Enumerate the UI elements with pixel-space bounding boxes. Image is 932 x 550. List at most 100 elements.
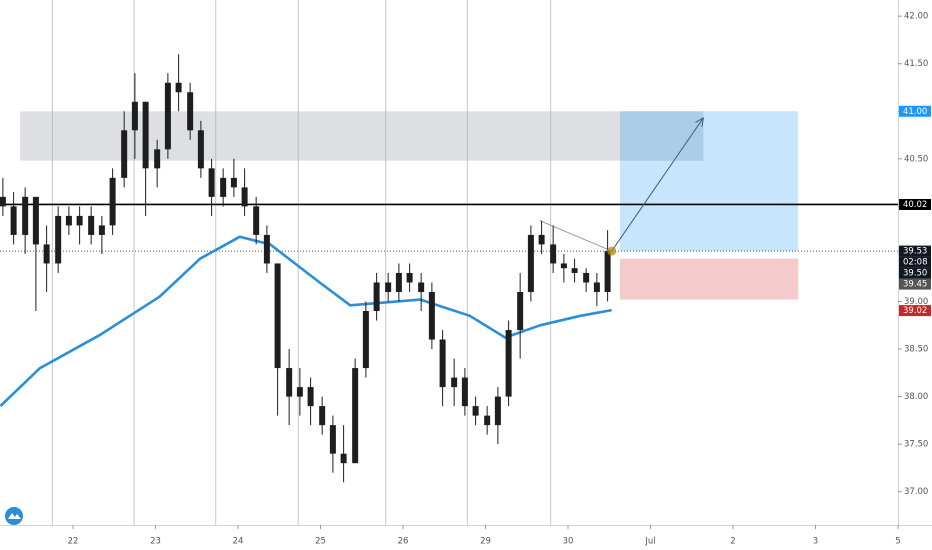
candle-body <box>241 187 248 207</box>
candle-body <box>88 215 95 235</box>
price-label: 39.02 <box>903 306 927 316</box>
x-tick-label: Jul <box>644 537 655 547</box>
candle-body <box>230 177 237 188</box>
price-label-box <box>899 245 931 257</box>
candle-body <box>208 168 215 197</box>
price-label-box <box>899 267 931 279</box>
candle-body <box>32 196 39 245</box>
moving-average <box>0 235 612 408</box>
candle-body <box>352 368 359 464</box>
arrow-head <box>695 116 704 127</box>
candle-body <box>362 311 369 369</box>
candle-body <box>439 339 446 388</box>
y-tick-label: 37.00 <box>904 487 928 497</box>
candle-body <box>373 282 380 312</box>
candle-body <box>131 101 138 131</box>
candle-body <box>472 406 479 416</box>
y-tick-label: 39.00 <box>904 297 928 307</box>
candle-body <box>418 282 425 292</box>
candle-body <box>263 234 270 264</box>
candle-body <box>0 196 6 207</box>
y-tick-label: 40.50 <box>904 154 928 164</box>
candle-body <box>76 215 83 226</box>
candle-body <box>593 282 600 292</box>
candle-body <box>22 196 29 235</box>
x-tick-label: 25 <box>315 537 326 547</box>
candle-body <box>604 251 611 292</box>
y-tick-label: 38.00 <box>904 392 928 402</box>
price-label-box <box>899 278 931 290</box>
candle-body <box>274 263 281 369</box>
candle-body <box>517 291 524 331</box>
candle-body <box>175 82 182 93</box>
candle-body <box>560 263 567 269</box>
candle-body <box>187 92 194 131</box>
price-label-box <box>899 105 931 117</box>
price-label: 40.02 <box>903 200 927 210</box>
candle-body <box>296 387 303 397</box>
candle-body <box>55 215 62 264</box>
y-tick-label: 41.50 <box>904 59 928 69</box>
candle-body <box>428 291 435 340</box>
candle-body <box>164 82 171 150</box>
candle-body <box>571 268 578 273</box>
candle-body <box>65 215 72 226</box>
candle-body <box>406 272 413 283</box>
logo-glyph[interactable] <box>8 513 21 519</box>
candle-body <box>286 368 293 397</box>
candle-body <box>527 234 534 292</box>
candle-body <box>142 101 149 169</box>
candle-body <box>307 387 314 407</box>
price-label: 41.00 <box>903 107 927 117</box>
candle-body <box>121 130 128 178</box>
candle-body <box>319 406 326 426</box>
candle-body <box>484 415 491 426</box>
price-label-box <box>899 198 931 210</box>
candle-body <box>340 453 347 464</box>
candle-body <box>253 206 260 235</box>
candle-body <box>109 177 116 226</box>
zone <box>619 258 799 300</box>
candle-body <box>98 225 105 235</box>
y-tick-label: 37.50 <box>904 440 928 450</box>
candle-body <box>583 272 590 283</box>
price-label: 39.53 <box>903 247 927 257</box>
entry-marker <box>607 246 617 256</box>
x-tick-label: 3 <box>813 537 818 547</box>
candle-body <box>550 244 557 264</box>
candle-body <box>538 234 545 245</box>
y-tick-label: 38.50 <box>904 345 928 355</box>
x-tick-label: 5 <box>895 537 900 547</box>
x-tick-label: 30 <box>563 537 574 547</box>
x-tick-label: 24 <box>233 537 244 547</box>
plot-area <box>0 0 898 525</box>
candle-body <box>395 272 402 292</box>
candle-body <box>461 377 468 407</box>
candle-body <box>494 396 501 426</box>
zone <box>619 111 799 252</box>
candle-body <box>10 206 17 235</box>
candle-body <box>197 130 204 169</box>
x-tick-label: 26 <box>398 537 409 547</box>
candle-body <box>505 330 512 397</box>
x-tick-label: 2 <box>730 537 735 547</box>
price-label: 39.45 <box>903 280 927 290</box>
arrow-line <box>611 117 704 252</box>
candle-body <box>43 244 50 264</box>
logo[interactable] <box>5 507 23 525</box>
countdown-box <box>899 256 931 268</box>
price-label-box <box>899 305 931 317</box>
candle-body <box>220 177 227 197</box>
x-tick-label: 22 <box>68 537 79 547</box>
candle-body <box>329 425 336 454</box>
candle-body <box>385 282 392 292</box>
countdown: 02:08 <box>903 258 928 268</box>
trendline <box>539 220 612 252</box>
price-label: 39.50 <box>903 269 927 279</box>
x-tick-label: 23 <box>150 537 161 547</box>
candle-body <box>451 377 458 388</box>
y-tick-label: 42.00 <box>904 12 928 22</box>
candle-body <box>154 149 161 169</box>
